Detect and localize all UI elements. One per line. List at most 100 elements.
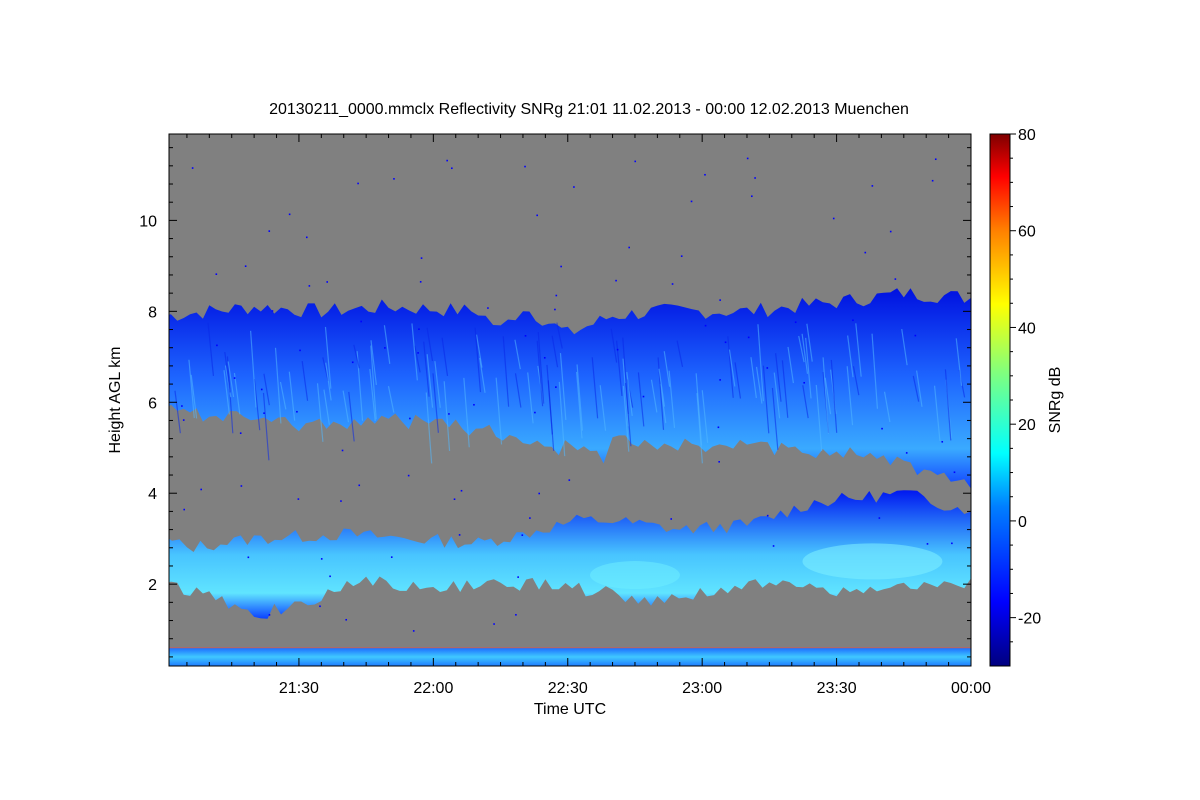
fall-streak [425, 392, 433, 464]
noise-speckle [746, 157, 749, 160]
noise-speckle [536, 214, 538, 217]
fall-streak [944, 369, 952, 441]
noise-speckle [832, 217, 835, 220]
noise-speckle [670, 518, 673, 520]
fall-streak [190, 374, 198, 419]
fall-streak [727, 336, 734, 398]
fall-streak [475, 334, 483, 368]
y-axis: 2 4 6 8 10 [139, 147, 971, 658]
fall-streak [370, 345, 377, 420]
fall-streak [624, 383, 632, 447]
fall-streak [233, 372, 241, 415]
noise-speckle [409, 417, 411, 420]
colorbar-axis: -20 0 20 40 60 80 [1010, 127, 1041, 643]
fall-streak [253, 379, 261, 431]
noise-speckle [628, 246, 630, 249]
noise-speckle [473, 403, 475, 406]
noise-speckle [390, 556, 393, 558]
noise-speckle [524, 165, 526, 168]
noise-speckle [521, 534, 524, 536]
fall-streak [551, 335, 559, 368]
noise-speckle [200, 488, 202, 491]
fall-streak [546, 364, 553, 435]
colorbar-tick-label: 0 [1018, 514, 1027, 531]
fall-streak [773, 372, 781, 419]
noise-speckle [616, 348, 619, 351]
fall-streak [901, 328, 908, 366]
fall-streak [353, 344, 360, 369]
fall-streak [474, 327, 482, 393]
noise-speckle [690, 200, 693, 203]
fall-streak [847, 335, 854, 378]
noise-speckle [458, 534, 461, 536]
noise-speckle [794, 321, 797, 324]
cloud-layers [169, 157, 971, 666]
fall-streak [576, 364, 584, 431]
fall-streak [463, 377, 470, 448]
noise-speckle [680, 255, 683, 257]
y-tick-label: 2 [148, 577, 157, 594]
fall-streak [805, 337, 812, 399]
noise-speckle [446, 159, 448, 162]
noise-speckle [260, 388, 263, 391]
fall-streak [263, 373, 270, 406]
noise-speckle [296, 410, 298, 413]
noise-speckle [642, 395, 645, 398]
fall-streak [659, 384, 667, 424]
fall-streak [846, 366, 854, 426]
fall-streak [912, 375, 920, 402]
fall-streak [383, 325, 391, 364]
noise-speckle [360, 320, 362, 323]
colorbar-tick-label: 40 [1018, 320, 1036, 337]
noise-speckle [288, 213, 291, 216]
x-tick-label: 22:00 [413, 680, 453, 697]
noise-speckle [183, 508, 186, 511]
noise-speckle [914, 334, 917, 337]
fall-streak [262, 392, 270, 461]
colorbar-tick-label: -20 [1018, 611, 1041, 628]
fall-streak [443, 381, 451, 452]
fall-streak [701, 390, 709, 443]
fall-streak [757, 324, 764, 402]
fall-streak [514, 339, 521, 370]
fall-streak [663, 351, 671, 387]
noise-speckle [905, 452, 908, 454]
noise-speckle [718, 460, 720, 463]
y-axis-label: Height AGL km [107, 346, 124, 453]
noise-speckle [951, 542, 953, 545]
fall-streak [822, 357, 830, 435]
fall-streak [955, 338, 963, 386]
noise-speckle [568, 479, 571, 481]
noise-speckle [926, 543, 929, 545]
fall-streak [301, 360, 309, 401]
noise-speckle [297, 498, 300, 500]
noise-speckle [357, 182, 359, 185]
fall-streak [668, 370, 676, 428]
noise-speckle [320, 558, 323, 560]
noise-speckle [460, 489, 463, 492]
noise-speckle [634, 160, 637, 163]
fall-streak [434, 361, 441, 408]
fall-streak [279, 381, 287, 410]
fall-streak [348, 391, 355, 442]
fall-streak [883, 391, 891, 423]
noise-speckle [247, 556, 250, 559]
noise-speckle [345, 618, 348, 621]
noise-speckle [766, 514, 769, 517]
fall-streak [599, 385, 607, 431]
fall-streak [728, 349, 736, 387]
noise-speckle [881, 427, 883, 430]
plot-frame [168, 133, 972, 667]
noise-speckle [341, 449, 344, 452]
noise-speckle [268, 230, 271, 232]
noise-speckle [534, 411, 536, 414]
fall-streak [207, 322, 215, 377]
noise-speckle [451, 167, 453, 170]
fall-streak [762, 365, 770, 434]
noise-speckle [724, 341, 727, 344]
noise-speckle [524, 335, 527, 337]
fall-streak [527, 372, 534, 424]
y-tick-label: 8 [148, 304, 157, 321]
noise-speckle [358, 484, 361, 487]
